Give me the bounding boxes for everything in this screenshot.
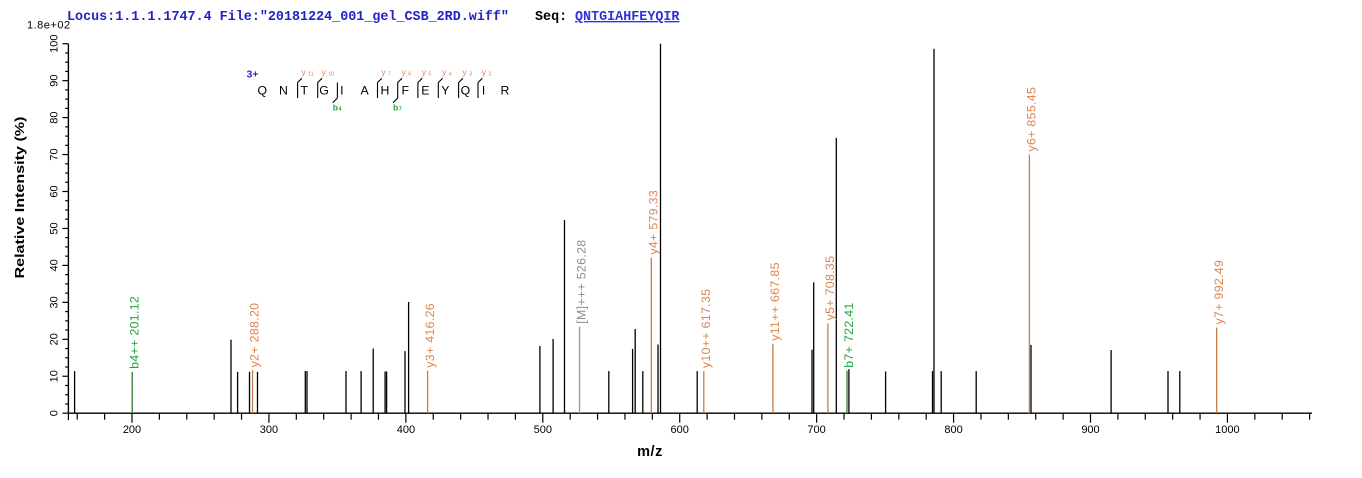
svg-text:y10++ 617.35: y10++ 617.35 [699, 289, 713, 368]
svg-text:Y: Y [441, 83, 449, 97]
svg-text:y3+ 416.26: y3+ 416.26 [423, 303, 437, 368]
svg-text:90: 90 [49, 75, 61, 87]
svg-text:400: 400 [397, 424, 415, 436]
svg-text:Seq:: Seq: [535, 10, 567, 25]
svg-text:Q: Q [258, 83, 268, 97]
svg-text:40: 40 [49, 259, 61, 271]
svg-text:[M]+++ 526.28: [M]+++ 526.28 [575, 240, 589, 324]
svg-text:70: 70 [49, 148, 61, 160]
svg-text:Locus:1.1.1.1747.4 File:"20181: Locus:1.1.1.1747.4 File:"20181224_001_ge… [67, 10, 509, 25]
svg-text:b7+ 722.41: b7+ 722.41 [842, 302, 856, 367]
svg-text:T: T [301, 83, 309, 97]
svg-text:A: A [360, 83, 369, 97]
svg-text:QNTGIAHFEYQIR: QNTGIAHFEYQIR [575, 10, 680, 25]
svg-text:900: 900 [1081, 424, 1099, 436]
svg-text:60: 60 [49, 185, 61, 197]
svg-text:Q: Q [461, 83, 471, 97]
svg-text:F: F [401, 83, 409, 97]
svg-text:y7+ 992.49: y7+ 992.49 [1212, 260, 1226, 325]
svg-text:10: 10 [49, 370, 61, 382]
svg-text:1000: 1000 [1215, 424, 1239, 436]
svg-text:700: 700 [807, 424, 825, 436]
svg-text:80: 80 [49, 111, 61, 123]
svg-text:y6+ 855.45: y6+ 855.45 [1025, 87, 1039, 152]
svg-text:300: 300 [260, 424, 278, 436]
svg-text:200: 200 [123, 424, 141, 436]
svg-text:600: 600 [671, 424, 689, 436]
svg-text:y2+ 288.20: y2+ 288.20 [248, 303, 262, 368]
svg-text:b4++ 201.12: b4++ 201.12 [127, 296, 141, 369]
svg-text:E: E [421, 83, 429, 97]
svg-text:500: 500 [534, 424, 552, 436]
svg-text:R: R [501, 83, 510, 97]
svg-text:3+: 3+ [247, 69, 259, 81]
svg-text:I: I [482, 83, 485, 97]
svg-text:y11++ 667.85: y11++ 667.85 [768, 262, 782, 341]
svg-text:30: 30 [49, 296, 61, 308]
svg-text:1.8e+02: 1.8e+02 [27, 20, 71, 32]
svg-text:G: G [319, 83, 329, 97]
svg-text:b7: b7 [393, 102, 402, 112]
svg-text:I: I [340, 83, 343, 97]
svg-text:m/z: m/z [637, 444, 663, 460]
svg-text:50: 50 [49, 222, 61, 234]
svg-text:y10: y 10 [322, 67, 335, 77]
svg-text:800: 800 [944, 424, 962, 436]
svg-text:0: 0 [49, 410, 61, 416]
svg-text:y11: y 11 [301, 67, 313, 77]
svg-text:20: 20 [49, 333, 61, 345]
svg-text:100: 100 [49, 35, 61, 53]
svg-text:b4: b4 [333, 102, 342, 112]
svg-text:H: H [381, 83, 390, 97]
svg-text:y4+ 579.33: y4+ 579.33 [647, 190, 661, 255]
svg-text:y5+ 708.35: y5+ 708.35 [823, 256, 837, 321]
svg-text:Relative Intensity (%): Relative Intensity (%) [12, 117, 27, 279]
svg-text:N: N [279, 83, 288, 97]
